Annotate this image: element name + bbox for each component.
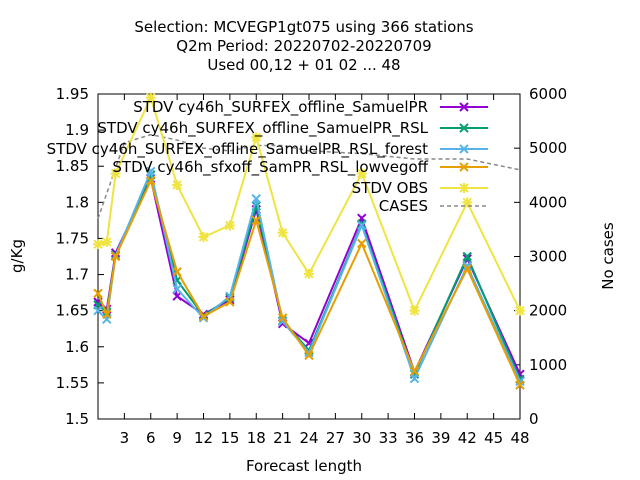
x-tick-label: 18 xyxy=(247,429,266,447)
data-point xyxy=(277,227,288,238)
data-point xyxy=(172,180,183,190)
x-tick-label: 48 xyxy=(510,429,529,447)
x-tick-label: 6 xyxy=(146,429,156,447)
x-axis: 3 6 9 12 15 18 21 24 27 30 33 36 39 42 45 48 xyxy=(120,94,530,447)
y2-axis: 0 1000 2000 3000 4000 5000 6000 xyxy=(514,85,567,428)
x-tick-label: 3 xyxy=(120,429,130,447)
x-tick-label: 27 xyxy=(326,429,345,447)
x-tick-label: 12 xyxy=(194,429,213,447)
data-point xyxy=(110,168,121,179)
x-tick-label: 21 xyxy=(273,429,292,447)
series-line xyxy=(97,177,521,386)
legend-marker xyxy=(459,162,469,172)
legend-marker xyxy=(459,183,469,193)
chart-title-line-3: Used 00,12 + 01 02 ... 48 xyxy=(207,56,400,74)
data-point xyxy=(172,284,182,294)
x-tick-label: 39 xyxy=(431,429,450,447)
data-point xyxy=(462,251,472,262)
y-tick-label: 1.5 xyxy=(65,410,89,428)
data-point xyxy=(251,215,261,226)
y-tick-label: 1.7 xyxy=(65,266,89,284)
legend-label: CASES xyxy=(379,197,428,215)
y2-axis-label: No cases xyxy=(599,222,617,290)
y-tick-label: 1.65 xyxy=(56,302,89,320)
data-point xyxy=(93,288,103,299)
legend-marker xyxy=(459,144,469,154)
y-tick-label: 1.55 xyxy=(56,374,89,392)
series-4 xyxy=(93,175,525,390)
y2-tick-label: 2000 xyxy=(529,302,567,320)
data-point xyxy=(462,261,472,271)
data-point xyxy=(409,305,420,316)
cases-series-line xyxy=(97,133,521,219)
y2-tick-label: 0 xyxy=(529,410,539,428)
legend-label: STDV OBS xyxy=(352,179,428,197)
y-tick-label: 1.6 xyxy=(65,338,89,356)
data-point xyxy=(102,309,112,319)
data-point xyxy=(409,373,420,384)
x-tick-label: 36 xyxy=(405,429,424,447)
y2-tick-label: 4000 xyxy=(529,193,567,211)
data-point xyxy=(146,166,156,176)
data-point xyxy=(93,239,103,250)
x-tick-label: 42 xyxy=(458,429,477,447)
data-point xyxy=(409,366,420,377)
y-tick-label: 1.85 xyxy=(56,157,89,175)
y-axis: 1.5 1.55 1.6 1.65 1.7 1.75 1.8 1.85 1.9 1.95 xyxy=(56,85,104,428)
legend-label: STDV cy46h_SURFEX_offline_SamuelPR xyxy=(133,98,428,117)
y2-tick-label: 3000 xyxy=(529,248,567,266)
legend-label: STDV cy46h_sfxoff_SamPR_RSL_lowvegoff xyxy=(112,158,428,177)
data-point xyxy=(277,316,288,327)
data-point xyxy=(357,220,367,231)
data-point xyxy=(304,350,314,361)
series-line xyxy=(97,94,521,314)
data-point xyxy=(93,305,103,316)
data-point xyxy=(172,291,182,301)
data-point xyxy=(146,175,156,186)
plot-area xyxy=(93,92,525,390)
data-point xyxy=(462,197,473,208)
data-point xyxy=(515,305,525,316)
y-axis-label: g/Kg xyxy=(8,239,26,273)
y2-tick-label: 5000 xyxy=(529,139,567,157)
chart-title-line-2: Q2m Period: 20220702-20220709 xyxy=(176,37,431,55)
x-tick-label: 33 xyxy=(379,429,398,447)
data-point xyxy=(356,168,367,179)
data-point xyxy=(277,313,288,323)
chart-title-line-1: Selection: MCVEGP1gt075 using 366 statio… xyxy=(134,18,473,36)
data-point xyxy=(225,297,235,307)
y-tick-label: 1.95 xyxy=(56,85,89,103)
data-point xyxy=(224,220,235,231)
x-axis-label: Forecast length xyxy=(246,457,362,475)
y-tick-label: 1.8 xyxy=(65,193,89,211)
legend-marker xyxy=(459,123,469,133)
data-point xyxy=(251,132,262,143)
x-tick-label: 9 xyxy=(172,429,182,447)
legend-marker xyxy=(459,102,469,112)
x-tick-label: 15 xyxy=(220,429,239,447)
data-point xyxy=(515,380,525,390)
data-point xyxy=(101,237,112,248)
data-point xyxy=(172,266,182,277)
legend-label: STDV cy46h_SURFEX_offline_SamuelPR_RSL xyxy=(97,119,428,138)
legend: STDV cy46h_SURFEX_offline_SamuelPR STDV c… xyxy=(47,98,488,215)
data-point xyxy=(304,268,314,279)
data-point xyxy=(251,194,261,204)
y2-tick-label: 6000 xyxy=(529,85,567,103)
data-point xyxy=(198,232,209,242)
legend-label: STDV cy46h_SURFEX_offline_SamuelPR_RSL_f… xyxy=(47,140,428,159)
y-tick-label: 1.75 xyxy=(56,229,89,247)
y2-tick-label: 1000 xyxy=(529,356,567,374)
x-tick-label: 24 xyxy=(299,429,318,447)
x-tick-label: 45 xyxy=(484,429,503,447)
series-5 xyxy=(93,92,525,316)
data-point xyxy=(357,238,367,249)
data-point xyxy=(145,92,156,103)
data-point xyxy=(462,264,472,274)
y-tick-label: 1.9 xyxy=(65,121,89,139)
data-point xyxy=(198,311,209,322)
data-point xyxy=(110,251,121,262)
x-tick-label: 30 xyxy=(352,429,371,447)
